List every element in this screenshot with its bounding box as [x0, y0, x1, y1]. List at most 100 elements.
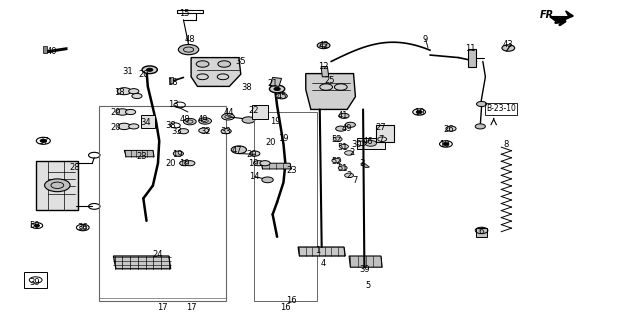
Polygon shape [191, 58, 241, 86]
Circle shape [345, 122, 355, 127]
Text: 51: 51 [338, 164, 348, 173]
Text: 17: 17 [186, 303, 196, 312]
Circle shape [117, 88, 131, 95]
Polygon shape [261, 163, 292, 169]
Circle shape [250, 151, 260, 156]
Bar [177, 10, 203, 13]
Text: 51: 51 [338, 143, 348, 152]
Text: 16: 16 [280, 303, 290, 312]
Circle shape [173, 151, 183, 156]
Text: 13: 13 [168, 100, 178, 109]
Circle shape [45, 179, 70, 192]
Text: 47: 47 [232, 146, 242, 155]
Text: 33: 33 [172, 127, 182, 136]
Circle shape [129, 124, 139, 129]
Text: 41: 41 [338, 111, 348, 120]
Circle shape [178, 129, 189, 134]
Text: 28: 28 [70, 163, 80, 172]
Text: 25: 25 [325, 76, 335, 85]
Circle shape [345, 151, 354, 155]
Circle shape [242, 117, 255, 123]
Circle shape [475, 124, 485, 129]
Circle shape [132, 93, 142, 99]
Circle shape [443, 142, 449, 146]
Text: 19: 19 [180, 159, 190, 168]
Text: 23: 23 [287, 166, 297, 175]
Circle shape [365, 140, 376, 146]
Circle shape [180, 161, 190, 166]
Text: 10: 10 [440, 140, 450, 149]
Polygon shape [169, 77, 173, 83]
Text: 5: 5 [366, 281, 371, 290]
Text: 19: 19 [270, 117, 280, 126]
Polygon shape [298, 247, 345, 256]
Text: 20: 20 [138, 70, 148, 79]
Bar [252, 105, 268, 119]
Circle shape [339, 113, 349, 118]
Circle shape [502, 45, 515, 51]
Circle shape [147, 68, 153, 71]
Polygon shape [361, 163, 369, 168]
Circle shape [178, 44, 199, 55]
Text: 48: 48 [185, 35, 195, 44]
Text: 4: 4 [321, 259, 326, 268]
Bar [376, 125, 394, 142]
Text: 7: 7 [353, 176, 358, 185]
Bar [24, 272, 47, 288]
Text: 32: 32 [200, 127, 210, 136]
Text: 38: 38 [166, 121, 176, 130]
Circle shape [333, 137, 342, 141]
Text: 19: 19 [248, 159, 259, 168]
Bar [254, 112, 317, 301]
Circle shape [183, 118, 196, 125]
Text: 49: 49 [197, 115, 208, 124]
Circle shape [269, 85, 285, 93]
Text: 22: 22 [248, 106, 259, 115]
Circle shape [118, 123, 131, 130]
Circle shape [222, 114, 234, 120]
Polygon shape [349, 256, 382, 267]
Text: 14: 14 [250, 172, 260, 181]
Bar [99, 106, 226, 301]
Text: 52: 52 [331, 157, 341, 166]
Circle shape [254, 161, 264, 166]
Bar [357, 138, 385, 149]
Circle shape [262, 177, 273, 183]
Text: 20: 20 [166, 159, 176, 168]
Circle shape [336, 126, 346, 131]
Text: 17: 17 [157, 303, 168, 312]
Circle shape [476, 101, 487, 107]
Circle shape [40, 139, 47, 142]
Circle shape [116, 109, 129, 115]
Circle shape [34, 224, 39, 227]
Text: 2: 2 [349, 148, 354, 157]
Circle shape [199, 128, 209, 133]
Text: 1: 1 [315, 246, 320, 255]
Circle shape [345, 173, 354, 178]
Text: 52: 52 [331, 135, 341, 144]
Text: 49: 49 [342, 124, 352, 133]
Polygon shape [270, 77, 282, 86]
Text: 39: 39 [359, 265, 369, 274]
Polygon shape [124, 150, 154, 157]
Circle shape [338, 166, 347, 170]
Polygon shape [113, 256, 171, 269]
Circle shape [340, 144, 348, 149]
Text: 34: 34 [140, 118, 150, 127]
Text: 18: 18 [115, 88, 125, 97]
Text: 31: 31 [122, 67, 132, 76]
Circle shape [142, 66, 157, 74]
Polygon shape [476, 228, 487, 237]
Text: 30: 30 [352, 140, 362, 149]
Polygon shape [321, 67, 329, 77]
Text: 19: 19 [278, 134, 289, 143]
Circle shape [196, 61, 209, 67]
Circle shape [221, 129, 231, 134]
Text: B-23-10: B-23-10 [486, 104, 516, 113]
Text: 19: 19 [172, 150, 182, 159]
Text: 2: 2 [347, 171, 352, 180]
Text: 50: 50 [30, 221, 40, 230]
Text: 27: 27 [376, 124, 386, 132]
Circle shape [129, 89, 139, 94]
Text: 33: 33 [221, 127, 231, 136]
